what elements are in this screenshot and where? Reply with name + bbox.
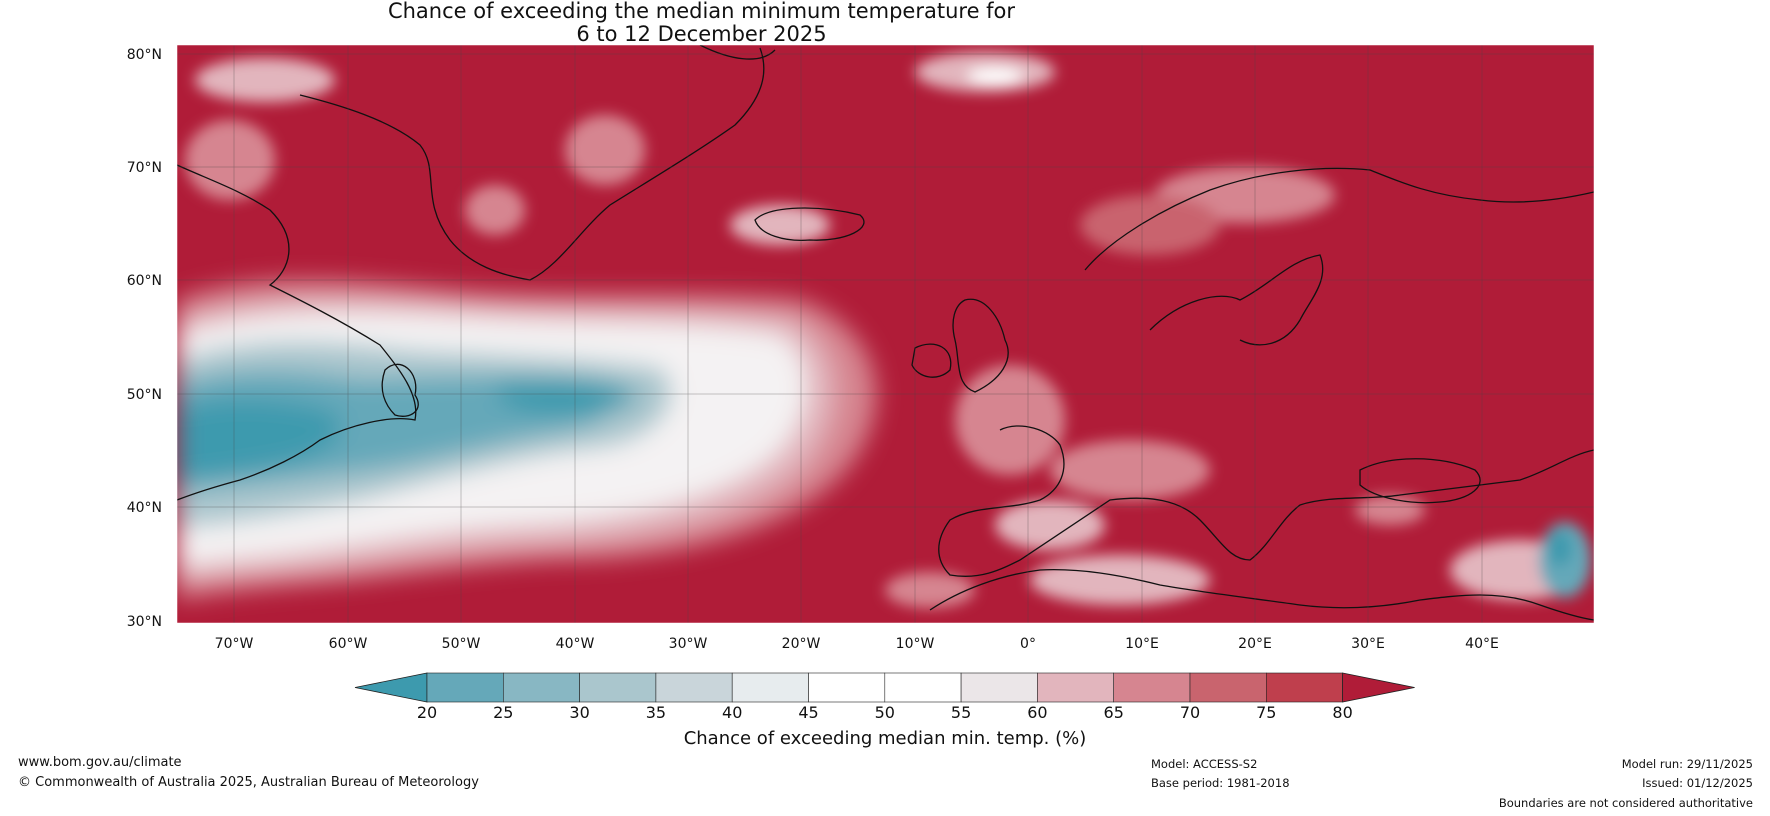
- colorbar-segment: [502, 672, 580, 703]
- colorbar-segment: [1037, 672, 1115, 703]
- colorbar-tick-label: 65: [1103, 703, 1124, 722]
- colorbar-segment: [1266, 672, 1343, 703]
- footer-copyright: © Commonwealth of Australia 2025, Austra…: [18, 775, 479, 790]
- ireland-coast: [911, 343, 952, 378]
- lon-label-50w: 50°W: [441, 636, 481, 652]
- lon-label-60w: 60°W: [328, 636, 368, 652]
- colorbar-tick-label: 70: [1179, 703, 1201, 722]
- colorbar-tick-label: 80: [1332, 703, 1353, 722]
- lon-label-40w: 40°W: [555, 636, 595, 652]
- scandinavia-coast: [1084, 167, 1594, 271]
- lon-label-10w: 10°W: [895, 636, 935, 652]
- lon-label-40e: 40°E: [1465, 636, 1499, 652]
- europe-coast: [938, 425, 1594, 577]
- colorbar-segment: [731, 672, 809, 703]
- greenland-north-patch: [195, 58, 335, 102]
- colorbar-tick-label: 45: [798, 703, 819, 722]
- lat-label-70n: 70°N: [126, 160, 162, 176]
- colorbar-tick-label: 75: [1256, 703, 1277, 722]
- colorbar-tick-label: 25: [493, 703, 514, 722]
- colorbar-tick-label: 30: [569, 703, 590, 722]
- colorbar-segment: [426, 672, 504, 703]
- britain-coast: [952, 298, 1009, 393]
- lon-label-0: 0°: [1020, 636, 1036, 652]
- colorbar-segment: [1113, 672, 1191, 703]
- france-patch: [955, 365, 1065, 475]
- lat-label-60n: 60°N: [126, 273, 162, 289]
- colorbar-segment: [960, 672, 1038, 703]
- anomaly-region-dark-teal: [177, 399, 342, 478]
- lat-label-40n: 40°N: [126, 500, 162, 516]
- footer-model: Model: ACCESS-S2: [1151, 757, 1258, 771]
- colorbar-tick-label: 40: [722, 703, 743, 722]
- baltic-coast: [1149, 254, 1324, 346]
- colorbar-label: Chance of exceeding median min. temp. (%…: [683, 728, 1087, 749]
- colorbar-tick-label: 55: [950, 703, 972, 722]
- iceland-patch: [730, 205, 830, 245]
- footer-model-run: Model run: 29/11/2025: [1621, 757, 1753, 771]
- footer-base-period: Base period: 1981-2018: [1151, 776, 1290, 790]
- colorbar-segment: [1189, 672, 1267, 703]
- colorbar-segment: [579, 672, 657, 703]
- colorbar-segment: [808, 672, 886, 703]
- colorbar-segment: [655, 672, 733, 703]
- colorbar-extend-low: [354, 672, 428, 703]
- north-africa-coast: [929, 569, 1594, 621]
- lon-label-70w: 70°W: [214, 636, 254, 652]
- colorbar-tick-label: 60: [1027, 703, 1048, 722]
- footer-disclaimer: Boundaries are not considered authoritat…: [1498, 796, 1753, 810]
- spain-patch: [995, 500, 1105, 550]
- colorbar-tick-label: 50: [874, 703, 895, 722]
- lon-label-20e: 20°E: [1238, 636, 1272, 652]
- black-sea-coast: [1359, 458, 1481, 504]
- lat-label-80n: 80°N: [126, 47, 162, 63]
- chart-title-line-2: 6 to 12 December 2025: [576, 22, 827, 46]
- colorbar-segment: [884, 672, 962, 703]
- newfoundland-coast: [381, 363, 419, 417]
- lon-label-10e: 10°E: [1125, 636, 1159, 652]
- colorbar-tick-label: 20: [416, 703, 438, 722]
- iceland-coast: [754, 207, 865, 241]
- colorbar-tick-label: 35: [645, 703, 667, 722]
- graticule: [177, 45, 1594, 623]
- footer-issued: Issued: 01/12/2025: [1642, 776, 1753, 790]
- lat-label-50n: 50°N: [126, 387, 162, 403]
- lon-label-30w: 30°W: [668, 636, 708, 652]
- canada-coast: [177, 164, 417, 501]
- north-africa-patch: [1030, 555, 1210, 605]
- footer-url: www.bom.gov.au/climate: [18, 755, 182, 770]
- lon-label-30e: 30°E: [1351, 636, 1385, 652]
- lon-label-20w: 20°W: [781, 636, 821, 652]
- colorbar-extend-high: [1342, 672, 1415, 703]
- chart-title-line-1: Chance of exceeding the median minimum t…: [387, 0, 1016, 23]
- lat-label-30n: 30°N: [126, 614, 162, 630]
